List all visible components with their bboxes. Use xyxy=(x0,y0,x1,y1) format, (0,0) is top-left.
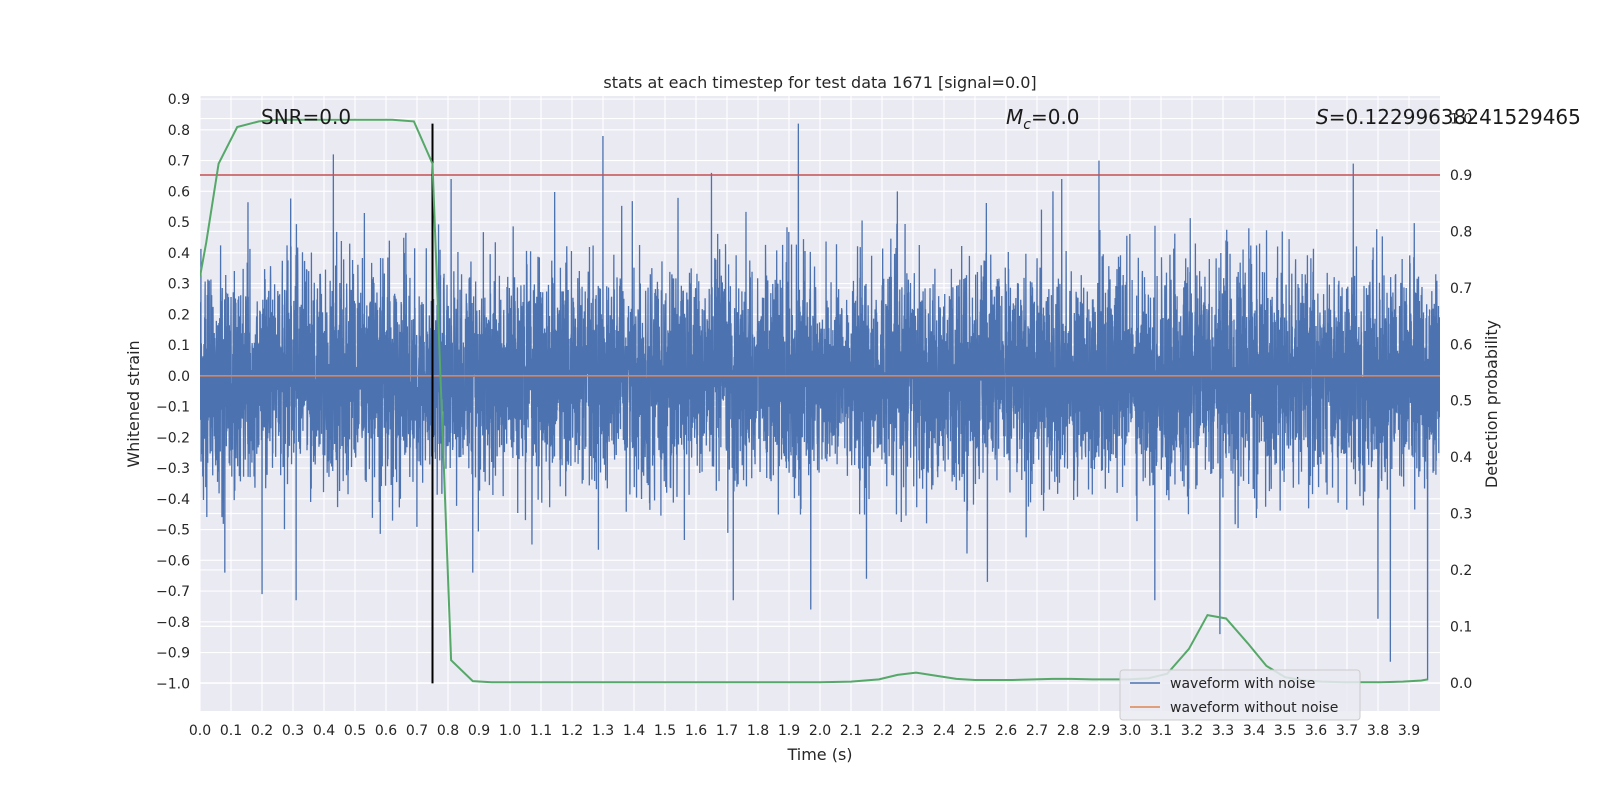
y2-tick-label: 0.9 xyxy=(1450,168,1472,184)
x-tick-label: 0.5 xyxy=(344,723,366,739)
x-tick-label: 2.7 xyxy=(1026,723,1048,739)
x-tick-label: 2.1 xyxy=(840,723,862,739)
y-tick-label: −0.5 xyxy=(156,523,190,539)
x-tick-label: 0.2 xyxy=(251,723,273,739)
x-tick-label: 3.8 xyxy=(1367,723,1389,739)
y-tick-label: 0.9 xyxy=(168,92,190,108)
x-tick-label: 1.1 xyxy=(530,723,552,739)
x-tick-label: 2.3 xyxy=(902,723,924,739)
x-tick-label: 3.7 xyxy=(1336,723,1358,739)
s-value: =0.12299638241529465 xyxy=(1329,105,1581,129)
y-tick-label: −0.3 xyxy=(156,461,190,477)
y-tick-label: 0.0 xyxy=(168,369,190,385)
y-tick-label: 0.7 xyxy=(168,154,190,170)
y-tick-label: −0.1 xyxy=(156,400,190,416)
y-tick-labels: 0.9 0.8 0.7 0.6 0.5 0.4 0.3 0.2 0.1 0.0 −0.1 −0.2 −0… xyxy=(156,92,190,692)
x-tick-label: 1.6 xyxy=(685,723,707,739)
x-tick-label: 1.8 xyxy=(747,723,769,739)
x-tick-label: 1.4 xyxy=(623,723,645,739)
x-tick-label: 3.3 xyxy=(1212,723,1234,739)
y-tick-label: −0.9 xyxy=(156,646,190,662)
x-tick-label: 2.8 xyxy=(1057,723,1079,739)
x-tick-label: 2.6 xyxy=(995,723,1017,739)
x-tick-label: 1.2 xyxy=(561,723,583,739)
x-tick-label: 3.6 xyxy=(1305,723,1327,739)
x-tick-label: 1.0 xyxy=(499,723,521,739)
x-tick-label: 3.4 xyxy=(1243,723,1265,739)
y2-tick-label: 0.8 xyxy=(1450,224,1472,240)
legend-entry-clean: waveform without noise xyxy=(1170,700,1338,716)
y-tick-label: 0.1 xyxy=(168,338,190,354)
x-tick-label: 3.0 xyxy=(1119,723,1141,739)
y-tick-label: −1.0 xyxy=(156,676,190,692)
x-tick-label: 1.3 xyxy=(592,723,614,739)
y-tick-label: 0.8 xyxy=(168,123,190,139)
legend-entry-noise: waveform with noise xyxy=(1170,676,1315,692)
mc-value: =0.0 xyxy=(1031,105,1080,129)
snr-annotation: SNR=0.0 xyxy=(261,105,351,129)
y2-tick-label: 0.4 xyxy=(1450,450,1472,466)
x-tick-label: 1.5 xyxy=(654,723,676,739)
x-tick-label: 0.9 xyxy=(468,723,490,739)
x-tick-label: 0.8 xyxy=(437,723,459,739)
legend-box xyxy=(1119,669,1361,721)
x-tick-labels: 0.0 0.1 0.2 0.3 0.4 0.5 0.6 0.7 0.8 0.9 1.0 1.1 1.2 1… xyxy=(189,723,1420,739)
mc-subscript: c xyxy=(1023,117,1031,133)
x-tick-label: 2.9 xyxy=(1088,723,1110,739)
x-tick-label: 0.4 xyxy=(313,723,335,739)
x-tick-label: 2.0 xyxy=(809,723,831,739)
mc-symbol: M xyxy=(1006,105,1023,129)
x-tick-label: 1.7 xyxy=(716,723,738,739)
mc-annotation: Mc=0.0 xyxy=(1006,105,1080,133)
y-tick-label: −0.8 xyxy=(156,615,190,631)
x-tick-label: 3.5 xyxy=(1274,723,1296,739)
x-tick-label: 2.4 xyxy=(933,723,955,739)
y-tick-label: 0.3 xyxy=(168,277,190,293)
series-layer xyxy=(200,118,1440,684)
x-tick-label: 3.1 xyxy=(1150,723,1172,739)
y-tick-label: −0.2 xyxy=(156,430,190,446)
x-tick-label: 0.1 xyxy=(220,723,242,739)
y-tick-label: −0.4 xyxy=(156,492,190,508)
y-tick-label: 0.6 xyxy=(168,184,190,200)
s-annotation: S=0.12299638241529465 xyxy=(1316,105,1581,129)
y2-tick-label: 0.7 xyxy=(1450,281,1472,297)
legend: waveform with noise waveform without noi… xyxy=(1119,669,1361,721)
y2-tick-label: 0.5 xyxy=(1450,394,1472,410)
y2-tick-label: 0.2 xyxy=(1450,563,1472,579)
y2-tick-label: 0.6 xyxy=(1450,337,1472,353)
y2-tick-labels: 1.0 0.9 0.8 0.7 0.6 0.5 0.4 0.3 0.2 0.1 0.0 xyxy=(1450,112,1472,692)
y-tick-label: 0.2 xyxy=(168,307,190,323)
x-tick-label: 0.6 xyxy=(375,723,397,739)
x-tick-label: 2.2 xyxy=(871,723,893,739)
x-tick-label: 0.0 xyxy=(189,723,211,739)
y-tick-label: 0.5 xyxy=(168,215,190,231)
x-tick-label: 1.9 xyxy=(778,723,800,739)
x-tick-label: 0.3 xyxy=(282,723,304,739)
x-axis-label: Time (s) xyxy=(786,745,852,764)
x-tick-label: 3.9 xyxy=(1398,723,1420,739)
y2-tick-label: 0.0 xyxy=(1450,676,1472,692)
y-tick-label: −0.7 xyxy=(156,584,190,600)
y2-tick-label: 0.1 xyxy=(1450,619,1472,635)
chart-title: stats at each timestep for test data 167… xyxy=(603,73,1036,92)
x-tick-label: 3.2 xyxy=(1181,723,1203,739)
y2-axis-label: Detection probability xyxy=(1482,320,1501,488)
x-tick-label: 0.7 xyxy=(406,723,428,739)
y2-tick-label: 1.0 xyxy=(1450,112,1472,128)
y-tick-label: −0.6 xyxy=(156,553,190,569)
x-tick-label: 2.5 xyxy=(964,723,986,739)
y-tick-label: 0.4 xyxy=(168,246,190,262)
y2-tick-label: 0.3 xyxy=(1450,507,1472,523)
s-symbol: S xyxy=(1316,105,1329,129)
y-axis-label: Whitened strain xyxy=(124,340,143,467)
